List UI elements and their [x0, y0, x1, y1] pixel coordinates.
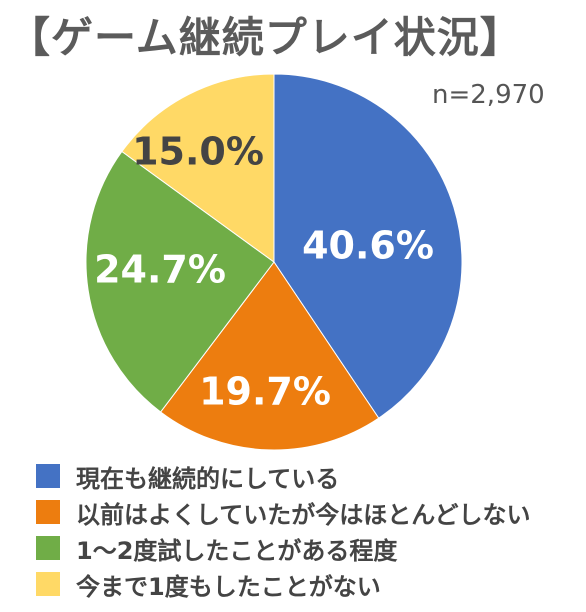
pie-chart: 40.6% 19.7% 24.7% 15.0%: [85, 73, 463, 451]
legend-label: 今まで1度もしたことがない: [76, 572, 381, 601]
legend-item: 1～2度試したことがある程度: [36, 530, 531, 566]
legend-swatch: [36, 536, 60, 560]
sample-size-label: n=2,970: [432, 80, 545, 110]
legend: 現在も継続的にしている以前はよくしていたが今はほとんどしない 1～2度試したことが…: [36, 458, 531, 602]
pie-slices: [85, 73, 463, 451]
pie-slice-2: [159, 261, 380, 451]
legend-swatch: [36, 572, 60, 596]
pie-slice-4: [121, 73, 275, 263]
legend-item: 今まで1度もしたことがない: [36, 566, 531, 602]
pie-slice-label-1: 40.6%: [302, 224, 434, 268]
legend-item: 現在も継続的にしている: [36, 458, 531, 494]
pie-slice-3: [85, 150, 275, 413]
legend-label: 現在も継続的にしている: [76, 464, 340, 493]
chart-title: 【ゲーム継続プレイ状況】: [8, 13, 523, 62]
pie-slice-label-3: 24.7%: [94, 248, 226, 292]
pie-slice-1: [273, 73, 463, 419]
legend-swatch: [36, 500, 60, 524]
legend-label: 以前はよくしていたが今はほとんどしない: [76, 500, 531, 529]
legend-swatch: [36, 464, 60, 488]
legend-label: 1～2度試したことがある程度: [76, 536, 398, 565]
pie-slice-label-2: 19.7%: [199, 370, 331, 414]
pie-labels: 40.6% 19.7% 24.7% 15.0%: [94, 130, 434, 414]
pie-slice-label-4: 15.0%: [132, 130, 264, 174]
legend-item: 以前はよくしていたが今はほとんどしない: [36, 494, 531, 530]
